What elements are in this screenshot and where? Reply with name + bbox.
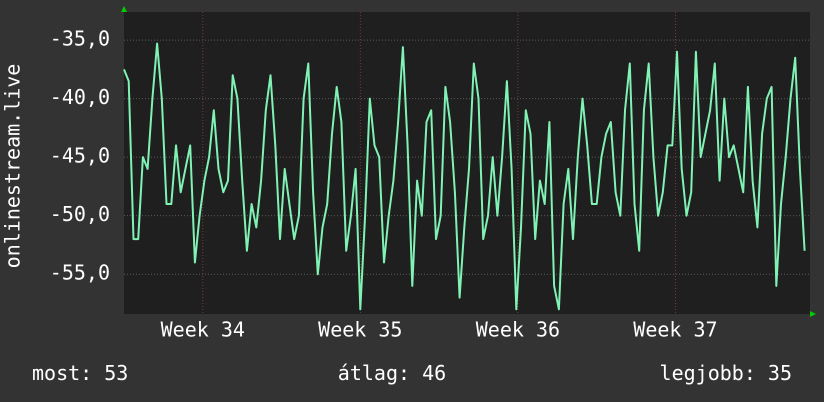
y-axis-label: onlinestream.live xyxy=(1,64,25,269)
y-tick-label: -55,0 xyxy=(50,261,110,285)
summary-label: most: xyxy=(32,361,92,385)
summary-best: legjobb: 35 xyxy=(660,361,792,385)
x-tick-label: Week 37 xyxy=(633,318,717,342)
summary-avg: átlag: 46 xyxy=(338,361,446,385)
summary-value: 46 xyxy=(422,361,446,385)
y-tick-label: -50,0 xyxy=(50,202,110,226)
x-tick-label: Week 36 xyxy=(476,318,560,342)
y-tick-label: -35,0 xyxy=(50,27,110,51)
axis-arrow xyxy=(810,311,816,317)
x-tick-label: Week 34 xyxy=(161,318,245,342)
x-tick-label: Week 35 xyxy=(318,318,402,342)
summary-label: legjobb: xyxy=(660,361,756,385)
summary-label: átlag: xyxy=(338,361,410,385)
summary-value: 35 xyxy=(768,361,792,385)
plot-area xyxy=(124,12,810,314)
y-tick-label: -45,0 xyxy=(50,144,110,168)
y-tick-label: -40,0 xyxy=(50,85,110,109)
axis-arrow xyxy=(121,6,127,12)
summary-value: 53 xyxy=(104,361,128,385)
summary-most: most: 53 xyxy=(32,361,128,385)
data-line xyxy=(123,42,806,311)
